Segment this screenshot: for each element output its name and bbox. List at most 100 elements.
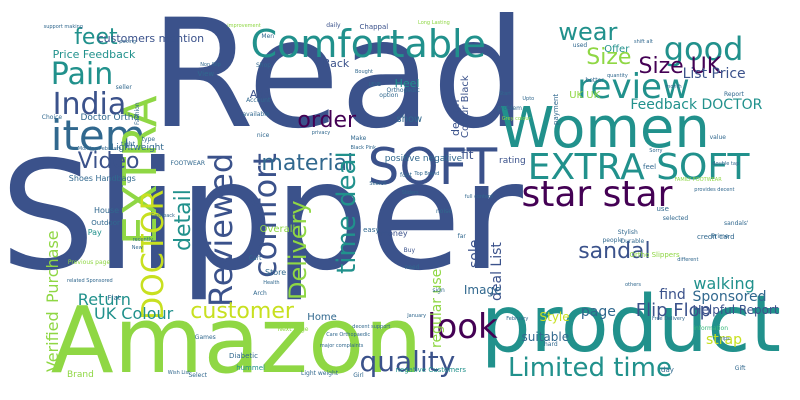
word-sandal: sandal (578, 238, 651, 264)
word-month: month (665, 83, 682, 90)
word-value: value (709, 134, 726, 142)
word-sliders: Sliders (401, 190, 419, 196)
word-walking: walking (693, 273, 755, 293)
word-cashback: Cashback (150, 212, 175, 219)
word-pain: Pain (50, 56, 114, 92)
word-arch: Arch (253, 289, 267, 297)
word-regular-use: regular use (428, 268, 445, 348)
word-available: available (242, 110, 270, 118)
word-overall: Overall (259, 224, 296, 236)
word-stylish: Stylish (617, 228, 638, 236)
word-amazon: Amazon (50, 286, 423, 394)
word-better: better (585, 76, 604, 84)
word-bought: Bought (355, 69, 373, 76)
word-shoes-handbags: Shoes Handbags (68, 173, 136, 183)
word-payment: payment (552, 93, 560, 125)
word-flat: Flat (107, 293, 121, 302)
word-colour-black: Colour Black (460, 75, 472, 139)
word-material: material (261, 151, 354, 177)
word-read: Read (150, 0, 527, 162)
word-price-feedback: Price Feedback (52, 47, 136, 61)
word-brand: Brand (67, 370, 94, 380)
word-major-complaints: major complaints (319, 343, 364, 349)
word-wish-list: Wish List (167, 370, 191, 376)
word-tight: tight (121, 141, 135, 149)
word-prime: Prime (711, 233, 729, 241)
word-feet: feet (74, 25, 118, 51)
word-day: day (661, 366, 674, 375)
word-back: Back (322, 56, 350, 70)
word-shop: Shop (256, 62, 272, 70)
word-lightweight: Lightweight (111, 143, 164, 154)
word-problem: problem (497, 105, 523, 113)
word-fit: fit (461, 147, 474, 162)
word-black-pink: Black Pink (350, 145, 376, 151)
word-durable: Durable (620, 237, 645, 245)
word-use: use (656, 205, 669, 214)
word-sign: sign (432, 287, 445, 295)
word-feedback-doctor: Feedback DOCTOR (630, 97, 763, 114)
word-select: Select (188, 371, 208, 379)
word-top-brand: Top Brand (414, 171, 440, 178)
word-previous-page: Previous page (67, 259, 111, 267)
word-support-making: support making (43, 24, 83, 31)
word-decent-support: decent support (352, 324, 391, 331)
word-far: far (457, 233, 466, 241)
word-need: need (404, 263, 420, 271)
word-detail: detail (171, 189, 197, 252)
word-search: Search (369, 181, 387, 187)
word-daily: daily (326, 21, 341, 29)
word-information: information (693, 325, 729, 332)
word-customer: customer (190, 298, 294, 324)
word-improvement: improvement (227, 22, 261, 29)
word-care-orthopaedic: Care Orthopaedic (326, 332, 371, 339)
word-report: Report (724, 91, 744, 98)
word-new: New (131, 244, 143, 251)
word-good: good (663, 29, 744, 68)
word-design: design (448, 99, 462, 136)
word-different: different (677, 256, 699, 263)
word-foot: foot (400, 172, 412, 179)
word-show: show (396, 114, 423, 126)
word-monday-february: Monday February (77, 145, 122, 152)
word-item: item (50, 110, 146, 160)
word-make: Make (350, 135, 367, 143)
word-extra-soft: EXTRA SOFT (527, 146, 750, 188)
word-cart: Cart (248, 254, 262, 262)
word-video: Video (77, 148, 140, 174)
word-february: February (506, 316, 529, 322)
word-type: type (141, 136, 156, 143)
word-selected: selected (662, 215, 689, 223)
word-look: look (427, 306, 498, 347)
word-strap: strap (706, 332, 743, 349)
word-sorry: Sorry (649, 147, 663, 154)
word-double-tap: double tap (712, 161, 740, 168)
word-nice: nice (256, 131, 270, 139)
word-review: review (577, 67, 690, 108)
word-next-page: Next page (277, 325, 309, 333)
word-order: order (297, 108, 357, 133)
word-verified: Verified (42, 311, 62, 373)
word-noise: noise (436, 208, 452, 215)
word-find: find (659, 287, 686, 304)
word-orthopedic: Orthopedic (386, 87, 420, 95)
word-start: Start (499, 91, 512, 97)
word-list-price: List Price (682, 65, 746, 82)
word-ships: ships (716, 335, 730, 342)
word-view: View (197, 70, 215, 79)
word-home: Home (307, 311, 337, 323)
word-fashion: Fashion (134, 102, 142, 126)
word-helpful-report: Helpful Report (692, 303, 779, 318)
word-choice: Choice (41, 113, 63, 121)
word-sandals: sandals' (724, 219, 749, 227)
word-star-star: star star (521, 173, 673, 215)
word-footwear: FOOTWEAR (170, 160, 206, 168)
word-quantity: quantity (607, 73, 628, 79)
word-light-weight: Light weight (301, 370, 339, 377)
word-hard: hard (544, 341, 558, 349)
word-buy: Buy (403, 246, 416, 254)
word-limited-time: Limited time (508, 352, 672, 383)
word-easy: easy (363, 226, 380, 234)
word-reviewed: Reviewed (201, 153, 240, 308)
word-purchase: Purchase (42, 230, 62, 304)
